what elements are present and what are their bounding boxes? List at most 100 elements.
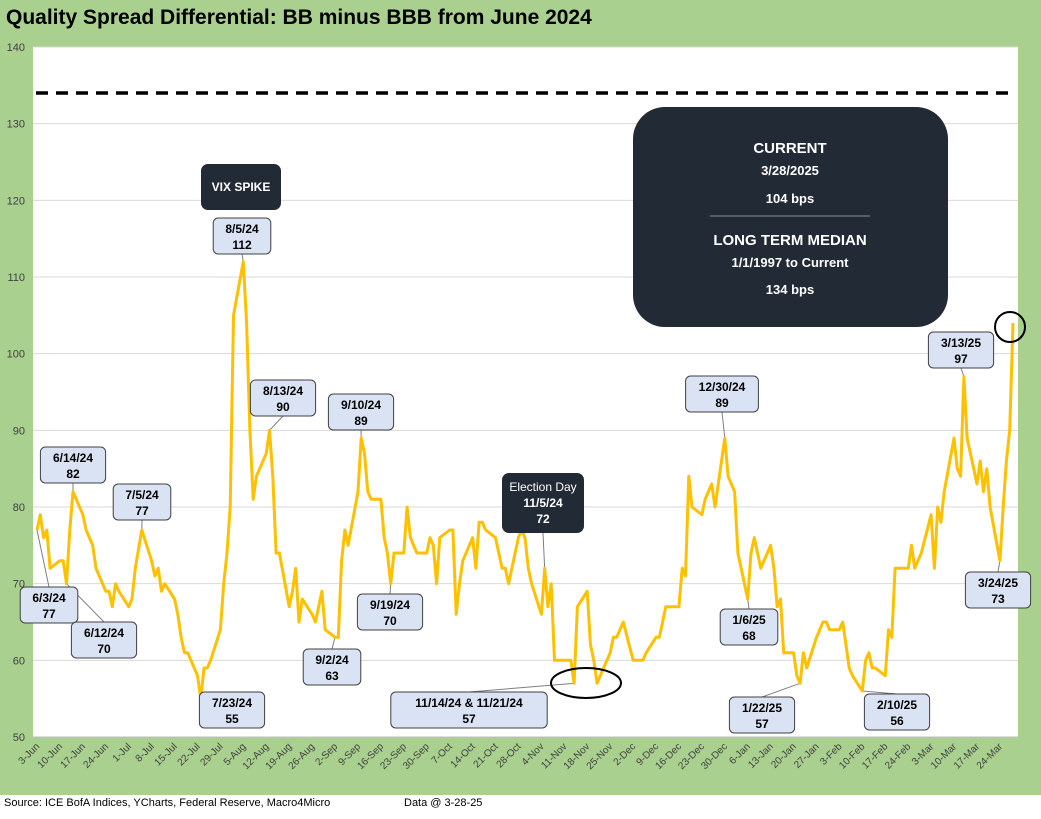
callout-value: 97 bbox=[954, 352, 968, 366]
y-tick-label: 130 bbox=[7, 119, 25, 131]
event-label: VIX SPIKE bbox=[201, 164, 281, 210]
median-heading: LONG TERM MEDIAN bbox=[713, 232, 866, 249]
callout-box bbox=[863, 693, 931, 731]
event-leader bbox=[542, 532, 546, 569]
y-tick-label: 120 bbox=[7, 195, 25, 207]
callout-value: 70 bbox=[383, 614, 397, 628]
callout-date: 1/22/25 bbox=[742, 701, 782, 715]
callout-leader bbox=[721, 411, 726, 439]
callout: 8/13/24 90 bbox=[249, 379, 317, 417]
callout-date: 9/19/24 bbox=[370, 598, 410, 612]
callout-leader bbox=[331, 637, 336, 650]
callout: 7/23/24 55 bbox=[198, 691, 266, 729]
callout-date: 7/23/24 bbox=[212, 696, 252, 710]
callout-value: 112 bbox=[232, 238, 252, 252]
callout-value: 77 bbox=[42, 607, 56, 621]
callout-value: 57 bbox=[755, 717, 769, 731]
chart-title: Quality Spread Differential: BB minus BB… bbox=[6, 6, 592, 29]
callout-date: 7/5/24 bbox=[125, 488, 159, 502]
event-label-text: 72 bbox=[536, 512, 550, 526]
data-date-note: Data @ 3-28-25 bbox=[404, 797, 483, 809]
callout-date: 3/13/25 bbox=[941, 336, 981, 350]
x-tick-label: 2-Sep bbox=[314, 741, 341, 768]
callout-box bbox=[356, 593, 424, 631]
callout-leader bbox=[269, 415, 284, 431]
current-date: 3/28/2025 bbox=[761, 163, 819, 178]
callout-value: 73 bbox=[991, 592, 1005, 606]
x-tick-label: 27-Jan bbox=[792, 741, 821, 770]
y-tick-label: 90 bbox=[13, 425, 25, 437]
callout: 11/14/24 & 11/21/24 57 bbox=[390, 691, 548, 729]
current-heading: CURRENT bbox=[753, 140, 826, 157]
callout: 12/30/24 89 bbox=[685, 375, 759, 413]
x-tick-label: 28-Oct bbox=[495, 741, 524, 770]
callout-date: 12/30/24 bbox=[699, 380, 746, 394]
callout-value: 77 bbox=[135, 504, 149, 518]
callout-value: 55 bbox=[225, 712, 239, 726]
x-tick-label: 2-Dec bbox=[612, 741, 639, 768]
y-tick-label: 100 bbox=[7, 349, 25, 361]
callout-date: 6/14/24 bbox=[53, 451, 93, 465]
line-chart: 50 60 70 80 90 100 110 120 130 140 3-Jun10-Jun17-… bbox=[7, 42, 1032, 772]
y-tick-label: 110 bbox=[7, 272, 25, 284]
callout-box bbox=[719, 608, 779, 646]
callout: 8/5/24 112 bbox=[212, 217, 272, 255]
callout-box bbox=[302, 648, 362, 686]
x-tick-label: 22-Jul bbox=[176, 741, 203, 768]
callout-date: 8/13/24 bbox=[263, 384, 303, 398]
callout: 6/12/24 70 bbox=[70, 621, 138, 659]
callout: 9/19/24 70 bbox=[356, 593, 424, 631]
callout-leader bbox=[389, 583, 392, 595]
current-value: 104 bps bbox=[766, 191, 814, 206]
event-label-text: 11/5/24 bbox=[523, 496, 563, 510]
event-label-text: Election Day bbox=[509, 480, 576, 494]
y-tick-label: 60 bbox=[13, 655, 25, 667]
callout-box bbox=[390, 691, 548, 729]
highlight-markers bbox=[550, 311, 1026, 699]
callout: 1/6/25 68 bbox=[719, 608, 779, 646]
callout-box bbox=[19, 586, 79, 624]
callout-box bbox=[927, 331, 995, 369]
callout-box bbox=[212, 217, 272, 255]
callout: 9/2/24 63 bbox=[302, 648, 362, 686]
x-tick-label: 26-Aug bbox=[287, 741, 318, 772]
callout-box bbox=[112, 483, 172, 521]
callout-box bbox=[964, 571, 1032, 609]
event-label-box bbox=[201, 164, 281, 210]
source-note: Source: ICE BofA Indices, YCharts, Feder… bbox=[4, 797, 331, 809]
callout-value: 82 bbox=[66, 467, 80, 481]
event-label-box bbox=[502, 473, 584, 533]
current-value-marker bbox=[994, 311, 1026, 343]
x-tick-label: 21-Oct bbox=[472, 741, 501, 770]
callout-date: 6/3/24 bbox=[32, 591, 66, 605]
callout-date: 11/14/24 & 11/21/24 bbox=[415, 696, 523, 710]
callout: 9/10/24 89 bbox=[327, 393, 395, 431]
x-tick-label: 24-Jun bbox=[81, 741, 110, 770]
median-range: 1/1/1997 to Current bbox=[731, 255, 849, 270]
callout-leader bbox=[747, 598, 750, 610]
november-lows-marker bbox=[550, 667, 622, 699]
x-tick-label: 14-Oct bbox=[449, 741, 478, 770]
callout-date: 6/12/24 bbox=[84, 626, 124, 640]
callout-value: 89 bbox=[715, 396, 729, 410]
x-tick-label: 30-Sep bbox=[401, 741, 432, 772]
callout-box bbox=[70, 621, 138, 659]
x-tick-label: 1-Jul bbox=[111, 741, 134, 764]
callout-date: 2/10/25 bbox=[877, 698, 917, 712]
x-tick-label: 24-Mar bbox=[975, 741, 1006, 772]
callout-box bbox=[327, 393, 395, 431]
x-tick-label: 15-Jul bbox=[153, 741, 180, 768]
callout-value: 89 bbox=[354, 414, 368, 428]
y-tick-label: 50 bbox=[13, 732, 25, 744]
callout: 3/13/25 97 bbox=[927, 331, 995, 369]
x-tick-label: 30-Dec bbox=[699, 741, 730, 772]
callout-value: 56 bbox=[890, 714, 904, 728]
callout: 1/22/25 57 bbox=[728, 696, 796, 734]
callout-box bbox=[685, 375, 759, 413]
callout-value: 63 bbox=[325, 669, 339, 683]
y-tick-label: 140 bbox=[7, 42, 25, 54]
info-box: CURRENT 3/28/2025 104 bps LONG TERM MEDI… bbox=[633, 107, 948, 327]
callout-value: 90 bbox=[276, 400, 290, 414]
